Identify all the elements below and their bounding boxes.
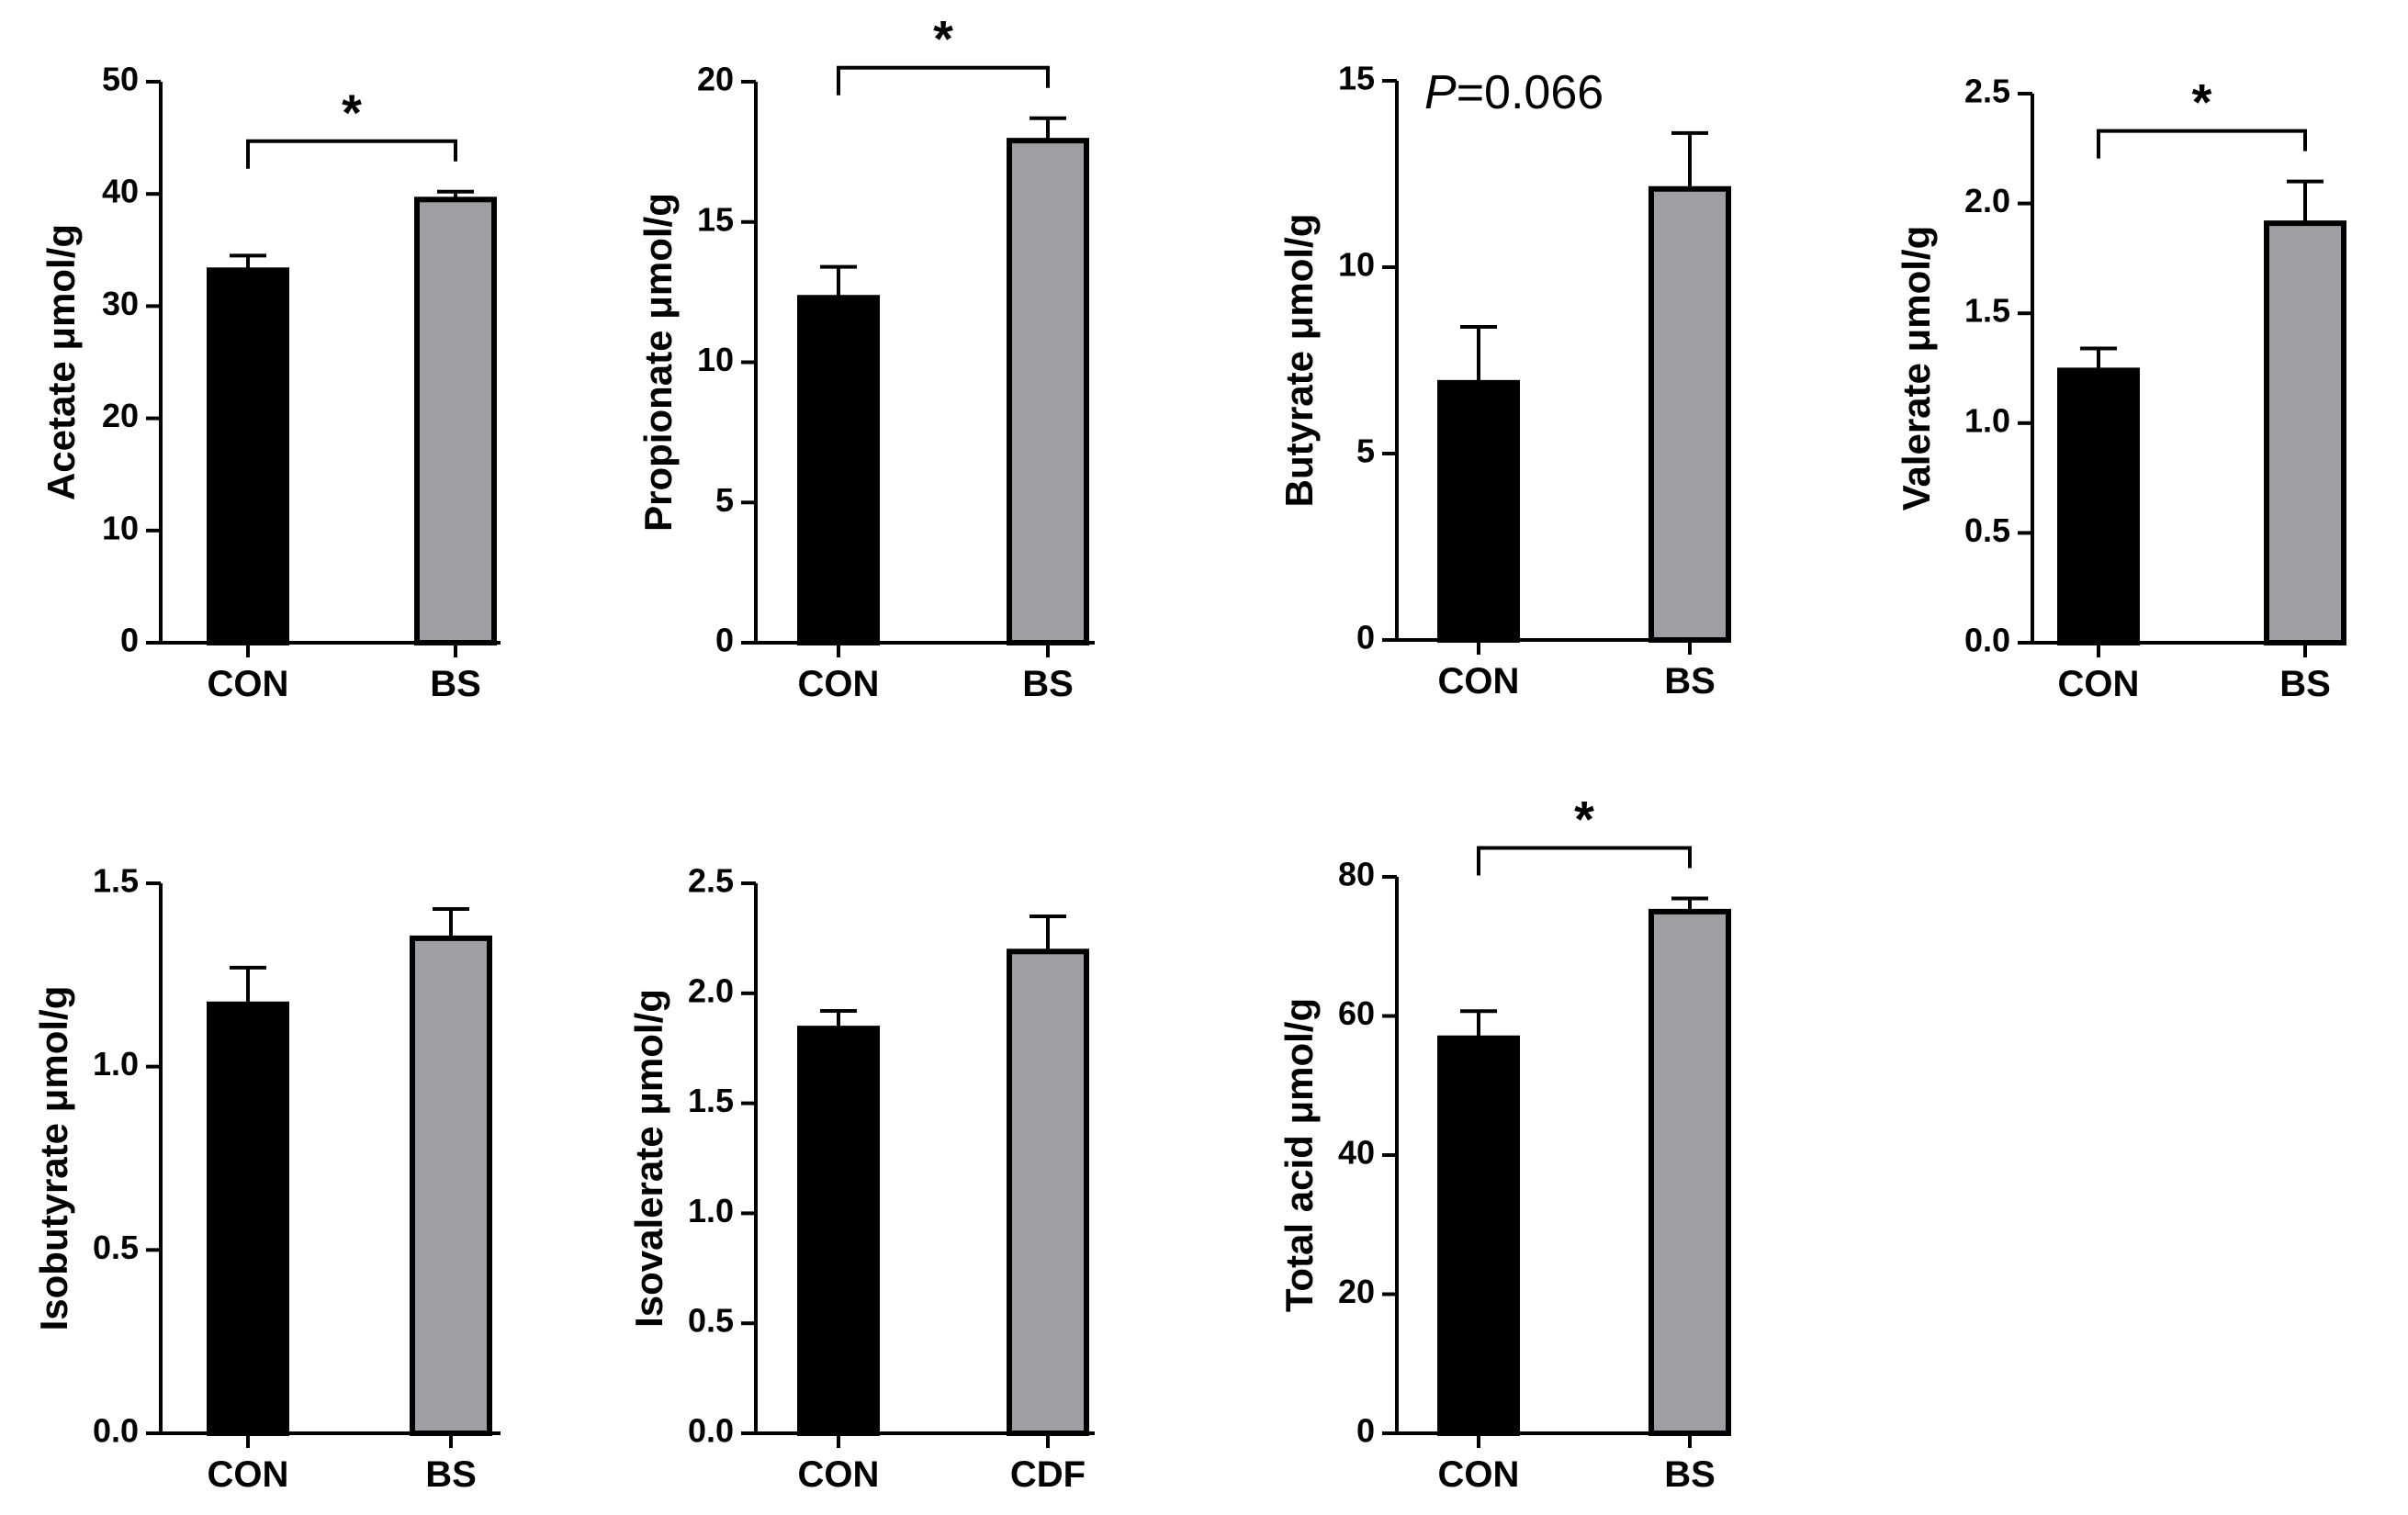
chart-panel-7: Total acid μmol/g 0 20 40 60 80 CON BS * — [1277, 790, 1731, 1495]
significance-star: * — [933, 10, 953, 68]
x-category-label: CON — [798, 1454, 880, 1495]
y-tick-label: 0 — [715, 622, 734, 659]
y-axis-label: Valerate μmol/g — [1895, 226, 1938, 511]
bar-bs — [1648, 908, 1731, 1436]
significance-bracket — [837, 65, 1050, 95]
significance-star: * — [342, 84, 362, 141]
y-tick-label: 0.0 — [93, 1412, 139, 1450]
y-tick-label: 50 — [102, 61, 139, 98]
y-tick-label: 40 — [1338, 1134, 1375, 1172]
y-tick-label: 1.5 — [93, 862, 139, 900]
y-tick-label: 2.5 — [1964, 73, 2010, 110]
bar-bs — [1007, 138, 1089, 645]
bar-con — [1437, 379, 1520, 643]
y-tick-label: 2.0 — [1964, 182, 2010, 219]
chart-panel-6: Isovalerate μmol/g 0.0 0.5 1.0 1.5 2.0 2.5 CON C… — [627, 862, 1095, 1495]
x-category-label: BS — [1022, 664, 1074, 704]
bar-con — [1437, 1035, 1520, 1436]
y-axis-label: Acetate μmol/g — [39, 224, 83, 500]
bar-con — [797, 295, 880, 645]
y-tick-label: 20 — [1338, 1273, 1375, 1310]
y-tick-label: 5 — [1356, 432, 1375, 470]
y-tick-label: 80 — [1338, 856, 1375, 893]
bar-con — [207, 1001, 289, 1437]
x-category-label: CON — [798, 664, 880, 704]
bar-bs — [1648, 185, 1731, 644]
p-value-symbol: P — [1424, 66, 1457, 119]
significance-bracket — [246, 139, 457, 169]
y-tick-label: 15 — [1338, 60, 1375, 97]
y-tick-label: 40 — [102, 173, 139, 210]
p-value-annotation: P=0.066 — [1424, 66, 1603, 119]
y-tick-label: 0.5 — [688, 1302, 734, 1340]
bar-con — [2057, 367, 2140, 645]
y-tick-label: 10 — [697, 341, 734, 378]
y-tick-label: 1.0 — [93, 1045, 139, 1083]
significance-bracket — [2097, 129, 2307, 159]
bar-con — [797, 1026, 880, 1436]
x-category-label: BS — [2279, 664, 2331, 704]
y-tick-label: 0 — [120, 622, 139, 659]
x-category-label: BS — [425, 1454, 477, 1495]
y-tick-label: 10 — [102, 509, 139, 546]
y-tick-label: 0 — [1356, 619, 1375, 656]
bar-bs — [414, 196, 497, 645]
y-tick-label: 0.5 — [93, 1229, 139, 1266]
x-category-label: CON — [208, 664, 289, 704]
y-tick-label: 15 — [697, 200, 734, 238]
y-tick-label: 1.5 — [1964, 292, 2010, 330]
y-tick-label: 2.5 — [688, 862, 734, 900]
x-category-label: CON — [1438, 1454, 1520, 1495]
y-tick-label: 10 — [1338, 246, 1375, 284]
y-tick-label: 0 — [1356, 1412, 1375, 1450]
p-value-text: =0.066 — [1457, 66, 1604, 119]
y-tick-label: 1.0 — [1964, 401, 2010, 439]
y-tick-label: 0.0 — [1964, 622, 2010, 659]
y-axis-label: Propionate μmol/g — [636, 193, 680, 532]
y-tick-label: 5 — [715, 481, 734, 519]
x-category-label: CDF — [1010, 1454, 1086, 1495]
y-tick-label: 0.0 — [688, 1412, 734, 1450]
y-tick-label: 60 — [1338, 994, 1375, 1032]
x-category-label: CON — [208, 1454, 289, 1495]
bar-bs — [2264, 220, 2346, 646]
chart-panel-4: Valerate μmol/g 0.0 0.5 1.0 1.5 2.0 2.5 CON BS * — [1895, 73, 2346, 704]
y-tick-label: 20 — [102, 397, 139, 434]
y-tick-label: 1.5 — [688, 1082, 734, 1119]
y-tick-label: 1.0 — [688, 1192, 734, 1229]
bar-con — [207, 267, 289, 645]
y-tick-label: 20 — [697, 61, 734, 98]
y-axis-label: Butyrate μmol/g — [1277, 214, 1321, 508]
significance-star: * — [1574, 790, 1594, 847]
chart-panel-5: Isobutyrate μmol/g 0.0 0.5 1.0 1.5 CON BS — [32, 862, 501, 1495]
x-category-label: BS — [1664, 1454, 1716, 1495]
x-category-label: BS — [430, 664, 481, 704]
y-axis-label: Total acid μmol/g — [1277, 998, 1321, 1312]
significance-bracket — [1477, 846, 1692, 876]
x-category-label: CON — [2058, 664, 2140, 704]
significance-star: * — [2192, 73, 2212, 131]
y-tick-label: 2.0 — [688, 971, 734, 1009]
chart-panel-3: Butyrate μmol/g 0 5 10 15 CON BS P=0.066 — [1277, 60, 1731, 701]
bar-bs — [410, 935, 492, 1436]
y-tick-label: 0.5 — [1964, 511, 2010, 549]
x-category-label: CON — [1438, 661, 1520, 701]
chart-panel-2: Propionate μmol/g 0 5 10 15 20 CON BS * — [636, 10, 1095, 704]
bar-cdf — [1007, 948, 1089, 1436]
y-tick-label: 30 — [102, 285, 139, 322]
y-axis-label: Isobutyrate μmol/g — [32, 986, 75, 1331]
x-category-label: BS — [1664, 661, 1716, 701]
chart-panel-1: Acetate μmol/g 0 10 20 30 40 50 CON BS * — [39, 61, 501, 704]
y-axis-label: Isovalerate μmol/g — [627, 989, 670, 1328]
